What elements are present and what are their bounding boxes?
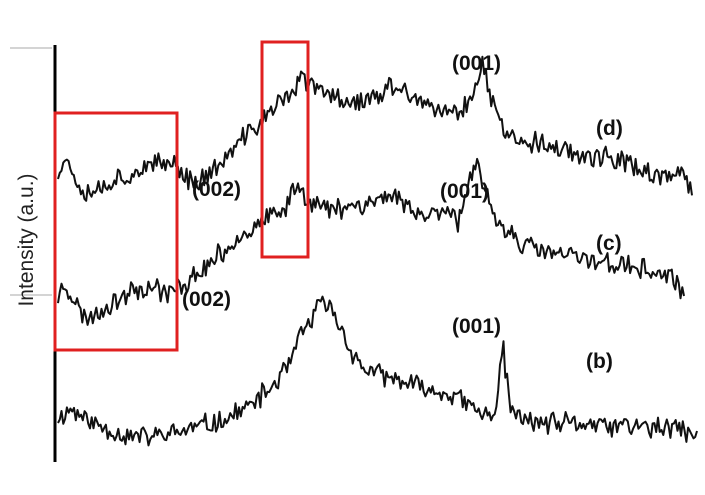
series-label-d: (d) (596, 117, 623, 140)
peak-label-002-b: (002) (182, 288, 231, 311)
highlight-box-center (260, 40, 310, 259)
series-label-c: (c) (596, 232, 622, 255)
peak-label-001-d: (001) (452, 52, 501, 75)
highlight-box-left (53, 111, 179, 352)
series-line-b (57, 295, 698, 447)
trace-group (57, 55, 698, 447)
series-line-d (57, 55, 693, 202)
series-label-b: (b) (586, 350, 613, 373)
peak-label-001-c: (001) (440, 180, 489, 203)
y-axis-label: Intensity (a.u.) (15, 173, 38, 306)
peak-label-002-c: (002) (192, 178, 241, 201)
series-line-c (57, 157, 685, 326)
peak-label-001-b: (001) (452, 315, 501, 338)
